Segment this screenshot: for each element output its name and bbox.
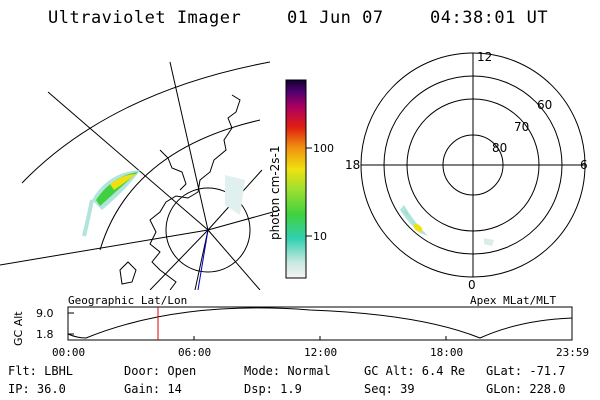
colorbar-label: photon cm-2s-1	[268, 146, 282, 241]
aurora-faint	[225, 175, 245, 215]
aurora-hot	[413, 224, 423, 232]
time-label: 04:38:01 UT	[430, 8, 549, 28]
altitude-ylabel: GC Alt	[12, 311, 25, 346]
mlt-label-12: 12	[477, 50, 492, 64]
mlt-label-6: 6	[580, 158, 588, 172]
meridian-line	[207, 229, 261, 290]
meridian-line	[0, 229, 209, 266]
info-dsp: Dsp: 1.9	[244, 382, 302, 396]
altitude-curve	[67, 307, 573, 339]
info-gain: Gain: 14	[124, 382, 182, 396]
lat-circle-inner	[165, 187, 251, 273]
mlt-label-18: 18	[345, 158, 360, 172]
color-bar	[285, 79, 307, 279]
polar-plot: 12 18 6 0 60 70 80	[345, 50, 588, 292]
orbit-track	[197, 229, 209, 290]
coastline	[149, 94, 241, 290]
info-ip: IP: 36.0	[8, 382, 66, 396]
left-panel-caption: Geographic Lat/Lon	[68, 294, 188, 307]
coastline	[119, 261, 137, 285]
info-flt: Flt: LBHL	[8, 364, 74, 378]
meridian-line	[149, 229, 209, 290]
xtick-label: 00:00	[52, 346, 86, 359]
info-glon: GLon: 228.0	[486, 382, 566, 396]
xtick-label: 18:00	[430, 346, 464, 359]
mlat-label-60: 60	[537, 98, 552, 112]
info-glat: GLat: -71.7	[486, 364, 566, 378]
meridian-line	[207, 209, 280, 231]
info-gc-alt: GC Alt: 6.4 Re	[364, 364, 466, 378]
aurora-faint	[484, 238, 494, 246]
info-mode: Mode: Normal	[244, 364, 331, 378]
meridian-line	[47, 91, 209, 231]
aurora-faint	[400, 205, 428, 236]
aurora-hot	[110, 174, 136, 190]
aurora-mid	[404, 210, 424, 233]
date-label: 01 Jun 07	[287, 8, 384, 28]
ytick-label: 9.0	[36, 307, 54, 320]
coastline	[159, 149, 187, 191]
xtick-label: 23:59	[556, 346, 590, 359]
aurora-faint	[82, 199, 94, 237]
app-title: Ultraviolet Imager	[48, 8, 242, 28]
altitude-plot: 9.0 1.8 GC Alt	[12, 306, 573, 346]
info-seq: Seq: 39	[364, 382, 415, 396]
xtick-label: 06:00	[178, 346, 212, 359]
mlt-label-0: 0	[468, 278, 476, 292]
xtick-label: 12:00	[304, 346, 338, 359]
info-door: Door: Open	[124, 364, 197, 378]
mlat-label-80: 80	[492, 141, 507, 155]
geographic-map	[0, 61, 280, 290]
lat-circle-outer	[21, 61, 271, 184]
altitude-plot-frame	[67, 306, 573, 341]
meridian-line	[169, 61, 209, 231]
colorbar-tick-label: 100	[313, 142, 334, 155]
ytick-label: 1.8	[36, 328, 54, 341]
right-panel-caption: Apex MLat/MLT	[470, 294, 557, 307]
colorbar-tick-label: 10	[313, 230, 327, 243]
mlat-label-70: 70	[514, 120, 529, 134]
lat-circle-mid	[99, 119, 261, 251]
